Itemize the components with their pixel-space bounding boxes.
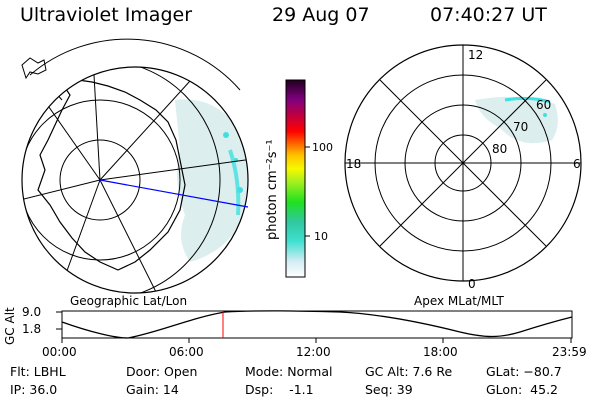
geographic-map (21, 38, 249, 294)
colorbar: 100 10 photon cm⁻²s⁻¹ (265, 79, 333, 278)
lat-label-80: 80 (492, 142, 507, 156)
gain-label: Gain: 14 (126, 382, 179, 397)
gc-alt-label: GC Alt: 7.6 Re (365, 364, 453, 379)
time-tick-2359: 23:59 (552, 345, 587, 359)
altitude-plot: 9.0 1.8 GC Alt 00:00 06:00 12:00 18:00 2… (3, 305, 587, 359)
apex-label: Apex MLat/MLT (414, 294, 504, 308)
flt-label: Flt: LBHL (10, 364, 66, 379)
mlt-label-18: 18 (346, 157, 361, 171)
aurora-emission-left (22, 67, 248, 293)
time-label: 07:40:27 UT (430, 4, 547, 26)
seq-label: Seq: 39 (365, 382, 413, 397)
alt-tick-9: 9.0 (22, 305, 41, 319)
magnetic-map: 12 0 18 6 60 70 80 (344, 44, 582, 291)
door-label: Door: Open (126, 364, 198, 379)
ip-label: IP: 36.0 (10, 382, 58, 397)
lat-label-70: 70 (513, 120, 528, 134)
colorbar-unit-label: photon cm⁻²s⁻¹ (265, 139, 280, 240)
dsp-label: Dsp: -1.1 (245, 382, 314, 397)
geographic-label: Geographic Lat/Lon (70, 294, 187, 308)
colorbar-tick-100: 100 (312, 141, 333, 154)
colorbar-tick-10: 10 (314, 230, 328, 243)
glat-label: GLat: −80.7 (486, 364, 562, 379)
title: Ultraviolet Imager (20, 4, 193, 26)
time-tick-0600: 06:00 (169, 345, 204, 359)
alt-ylabel: GC Alt (3, 307, 17, 345)
mlt-label-0: 0 (468, 277, 476, 291)
lat-label-60: 60 (536, 98, 551, 112)
glon-label: GLon: 45.2 (486, 382, 558, 397)
track-line (99, 179, 249, 208)
time-ticks: 00:00 06:00 12:00 18:00 23:59 (42, 338, 587, 359)
time-tick-1200: 12:00 (296, 345, 331, 359)
time-tick-0000: 00:00 (42, 345, 77, 359)
date-label: 29 Aug 07 (272, 4, 370, 26)
time-tick-1800: 18:00 (423, 345, 458, 359)
mlt-label-6: 6 (573, 157, 581, 171)
mode-label: Mode: Normal (245, 364, 333, 379)
mlt-label-12: 12 (468, 48, 483, 62)
alt-tick-1-8: 1.8 (22, 322, 41, 336)
